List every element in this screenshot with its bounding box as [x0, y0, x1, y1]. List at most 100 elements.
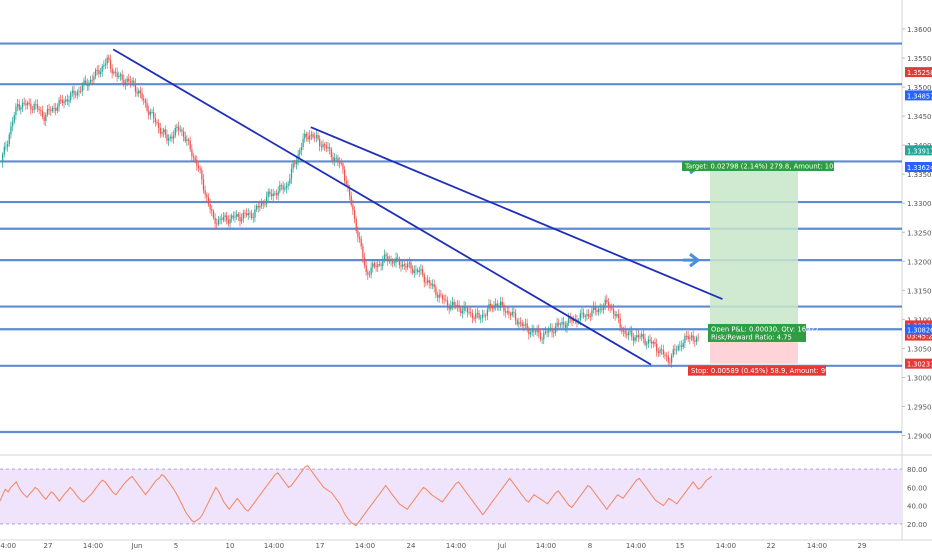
- candle-body: [521, 322, 523, 327]
- price-label-bg: [905, 358, 932, 369]
- candle-body: [58, 99, 60, 107]
- candle-body: [519, 322, 522, 324]
- candle-body: [403, 264, 406, 266]
- candle-body: [553, 332, 555, 334]
- candle-body: [612, 309, 615, 315]
- candle-body: [480, 317, 482, 319]
- candle-body: [136, 91, 138, 94]
- candle-body: [433, 284, 435, 288]
- candle-body: [641, 334, 643, 337]
- target-label-text: Target: 0.02798 (2.14%) 279.8, Amount: 1…: [684, 162, 857, 170]
- stop-label: Stop: 0.00589 (0.45%) 58.9, Amount: 9900…: [688, 365, 849, 376]
- candle-body: [682, 342, 684, 348]
- candle-body: [614, 314, 616, 317]
- candle-body: [657, 351, 659, 354]
- candle-body: [426, 280, 429, 283]
- candle-body: [51, 107, 54, 111]
- candle-body: [267, 191, 269, 197]
- price-label-bg: [905, 330, 932, 341]
- candle-body: [622, 330, 625, 332]
- candle-body: [370, 267, 372, 275]
- price-tick-label: 1.36000: [907, 26, 932, 34]
- candle-body: [78, 91, 80, 93]
- candle-body: [241, 218, 243, 222]
- candle-body: [224, 215, 226, 217]
- candle-body: [554, 326, 557, 334]
- candle-body: [86, 83, 88, 87]
- candle-body: [169, 136, 171, 139]
- candle-body: [139, 90, 142, 94]
- candle-body: [420, 269, 422, 271]
- time-tick-label: 14:00: [264, 542, 284, 550]
- candle-body: [163, 129, 165, 133]
- candle-body: [504, 311, 507, 313]
- candle-body: [129, 80, 132, 83]
- candle-body: [143, 98, 145, 101]
- candle-body: [116, 72, 118, 77]
- candle-body: [227, 220, 230, 224]
- candle-body: [194, 157, 196, 161]
- time-tick-label: 14:00: [0, 542, 16, 550]
- rr-label: Risk/Reward Ratio: 4.75: [708, 331, 806, 342]
- candle-body: [304, 133, 306, 139]
- candle-body: [315, 135, 318, 138]
- candle-body: [634, 337, 636, 341]
- candle-body: [236, 214, 238, 217]
- candle-body: [114, 71, 117, 73]
- candle-body: [158, 123, 160, 129]
- candle-body: [234, 216, 236, 218]
- candle-body: [445, 299, 447, 301]
- candle-body: [2, 154, 4, 163]
- candle-body: [539, 332, 542, 340]
- candle-body: [461, 310, 464, 314]
- candle-body: [441, 295, 444, 300]
- price-label: 03:45:28: [907, 333, 932, 341]
- price-label: 1.30237: [907, 361, 932, 369]
- price-tick-label: 1.30500: [907, 345, 932, 353]
- time-tick-label: 27: [44, 542, 53, 550]
- candle-body: [154, 118, 157, 123]
- candle-body: [395, 257, 397, 263]
- candle-body: [568, 317, 570, 324]
- candle-body: [601, 308, 603, 310]
- candle-body: [470, 312, 472, 314]
- candle-body: [98, 70, 100, 75]
- candle-body: [549, 328, 552, 330]
- trendline-2: [310, 126, 723, 300]
- price-label: 1.34857: [907, 92, 932, 100]
- candle-body: [529, 332, 532, 335]
- candle-body: [362, 246, 364, 258]
- candle-body: [390, 260, 392, 262]
- candle-body: [357, 230, 359, 238]
- candle-body: [106, 57, 108, 64]
- candle-body: [324, 144, 326, 146]
- candle-body: [538, 329, 540, 333]
- candle-body: [16, 104, 19, 107]
- candle-body: [177, 126, 180, 131]
- candle-body: [8, 134, 10, 145]
- candle-body: [495, 303, 497, 306]
- candle-body: [372, 263, 374, 268]
- candle-body: [571, 319, 573, 322]
- candle-body: [18, 104, 20, 110]
- trendline-1: [112, 48, 652, 366]
- candle-body: [348, 186, 351, 196]
- candle-body: [128, 78, 130, 81]
- candle-body: [675, 349, 678, 351]
- candle-body: [513, 311, 515, 313]
- candle-body: [491, 306, 493, 309]
- candle-body: [342, 163, 344, 170]
- candle-body: [153, 111, 155, 119]
- candle-body: [209, 204, 211, 210]
- time-tick-label: 10: [226, 542, 235, 550]
- candle-body: [616, 314, 618, 317]
- candle-body: [171, 136, 173, 139]
- candle-body: [45, 114, 47, 122]
- candle-body: [353, 210, 356, 219]
- candle-body: [191, 149, 193, 157]
- candle-body: [591, 310, 593, 317]
- candle-body: [46, 109, 49, 115]
- candle-body: [70, 92, 72, 101]
